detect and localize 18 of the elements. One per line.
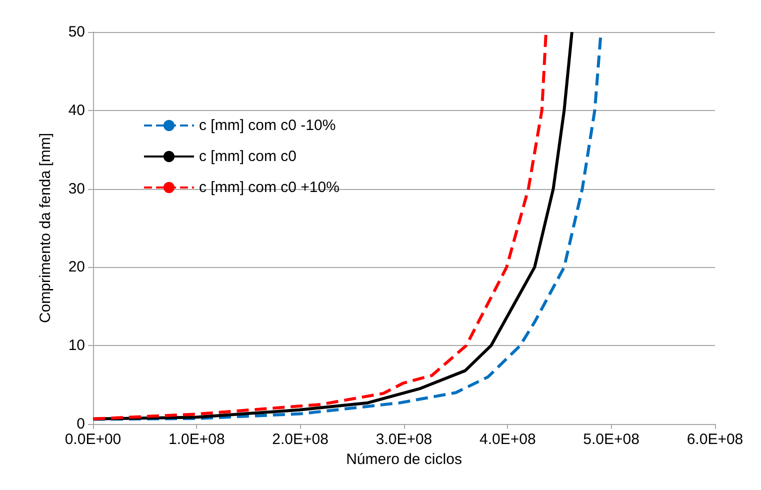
y-tick-label: 20 <box>68 258 85 276</box>
y-axis-title: Comprimento da fenda [mm] <box>37 132 54 324</box>
x-tick-label: 2.0E+08 <box>272 431 328 448</box>
y-tick-label: 40 <box>68 102 85 119</box>
x-tick-label: 1.0E+08 <box>168 431 225 448</box>
x-tick-label: 4.0E+08 <box>480 431 536 448</box>
y-tick-label: 50 <box>68 24 85 40</box>
y-tick-label: 0 <box>76 416 85 432</box>
legend-label: c [mm] com c0 -10% <box>199 117 336 134</box>
x-tick-label: 0.0E+00 <box>64 431 122 448</box>
x-tick-label: 3.0E+08 <box>376 431 432 448</box>
y-tick-label: 10 <box>68 337 85 354</box>
y-tick-label: 30 <box>68 180 85 198</box>
x-axis-title: Número de ciclos <box>346 450 462 468</box>
legend-label: c [mm] com c0 +10% <box>199 179 340 196</box>
x-tick-label: 6.0E+08 <box>686 431 744 448</box>
x-tick-label: 5.0E+08 <box>583 431 640 448</box>
legend-label: c [mm] com c0 <box>199 148 297 165</box>
